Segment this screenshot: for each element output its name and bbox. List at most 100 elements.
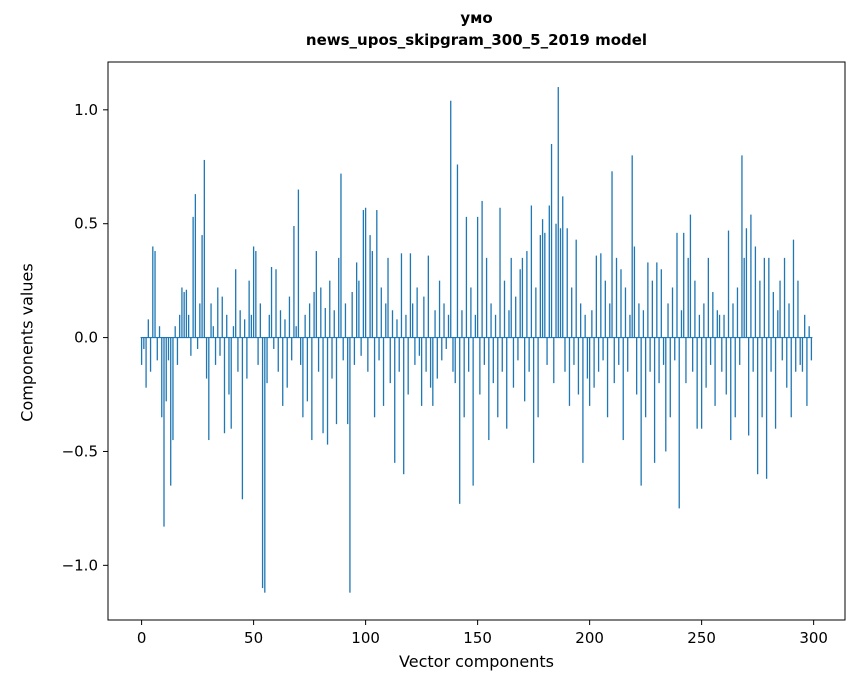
bar	[158, 326, 161, 338]
bar	[409, 253, 412, 338]
bar	[804, 314, 806, 338]
bar	[432, 337, 434, 406]
bar	[288, 296, 291, 338]
bar	[192, 216, 194, 338]
bar	[201, 235, 203, 338]
bar	[183, 292, 185, 338]
bar	[499, 207, 501, 338]
bar	[709, 337, 712, 365]
bar	[718, 314, 721, 338]
y-tick-label: 0.0	[74, 329, 98, 347]
bar	[631, 155, 633, 338]
bar	[730, 337, 732, 441]
bar	[515, 296, 517, 338]
bar	[577, 337, 580, 395]
bar	[669, 337, 671, 418]
y-tick-label: −0.5	[62, 442, 98, 460]
bar	[210, 303, 212, 338]
bar	[591, 310, 593, 338]
bar	[266, 337, 268, 384]
bar	[761, 337, 763, 418]
bar	[250, 314, 253, 338]
bar	[698, 314, 701, 338]
bar	[380, 287, 382, 338]
bar	[660, 269, 662, 338]
bar	[394, 337, 396, 463]
bar	[324, 307, 326, 338]
bar	[774, 337, 777, 429]
bar	[564, 337, 566, 372]
bar	[535, 287, 537, 338]
bar	[667, 303, 669, 338]
bar	[627, 337, 629, 372]
bar	[317, 337, 320, 372]
bar	[472, 337, 474, 486]
bar	[181, 287, 183, 338]
bar	[465, 216, 468, 338]
bar	[199, 303, 201, 338]
bar	[745, 228, 748, 338]
bar	[530, 205, 533, 338]
bar	[461, 310, 463, 338]
bar	[445, 337, 447, 349]
bar	[611, 171, 613, 338]
bar	[145, 337, 147, 388]
bar	[140, 337, 143, 365]
bar	[501, 337, 503, 372]
bar	[371, 251, 373, 338]
bar	[228, 337, 230, 395]
bar	[790, 337, 792, 418]
bar	[801, 337, 804, 372]
bar	[754, 246, 757, 338]
bar	[342, 337, 344, 361]
bar	[286, 337, 288, 388]
bar	[353, 337, 356, 365]
bar	[268, 314, 270, 338]
bar	[779, 280, 781, 338]
bar	[555, 223, 557, 338]
bar	[391, 310, 394, 338]
bar	[671, 287, 674, 338]
bar	[367, 337, 369, 372]
bar	[524, 337, 526, 402]
bar	[333, 310, 335, 338]
bar	[447, 314, 450, 338]
bar	[546, 337, 548, 365]
bar	[273, 337, 275, 349]
bar	[604, 280, 606, 338]
bar	[532, 337, 535, 463]
bar	[326, 337, 329, 445]
bar	[252, 246, 255, 338]
bar	[548, 205, 550, 338]
bar	[456, 164, 459, 338]
bar	[416, 287, 418, 338]
bar	[651, 280, 653, 338]
bar	[418, 337, 421, 356]
bar	[223, 337, 226, 434]
bar	[398, 337, 400, 372]
bar	[620, 269, 622, 338]
bar	[277, 337, 279, 372]
bar	[665, 337, 667, 452]
bar	[329, 280, 331, 338]
bar	[170, 337, 172, 486]
bar	[768, 257, 770, 338]
bar	[633, 246, 636, 338]
bar	[194, 194, 197, 338]
bar	[750, 214, 752, 338]
bar	[714, 337, 716, 406]
bar	[597, 337, 600, 372]
bar	[788, 303, 790, 338]
bar	[490, 303, 492, 338]
bar	[593, 337, 595, 388]
bar	[539, 235, 541, 338]
bar	[246, 337, 248, 379]
bar	[468, 337, 470, 372]
bar	[557, 87, 559, 338]
bar	[429, 337, 432, 388]
bar	[300, 337, 302, 365]
bar	[595, 255, 597, 338]
bar	[295, 326, 297, 338]
bar	[427, 255, 429, 338]
